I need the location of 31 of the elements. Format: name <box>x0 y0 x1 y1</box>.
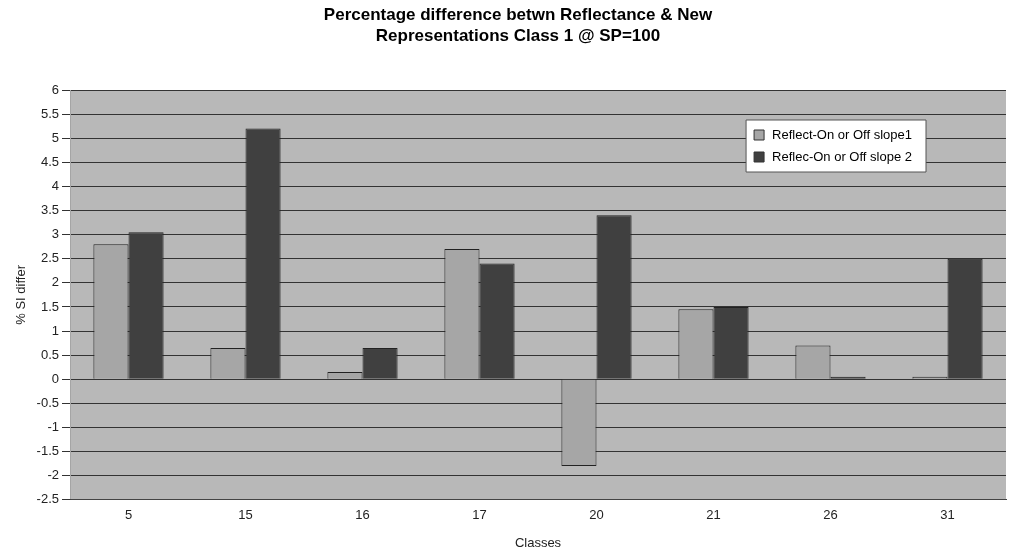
x-tick-label: 15 <box>238 507 253 523</box>
y-tick-label: -1 <box>47 419 59 435</box>
x-tick-label: 26 <box>823 507 838 523</box>
y-tick-label: 1.5 <box>40 298 59 314</box>
y-tick-label: 2 <box>51 274 59 290</box>
y-tick-label: 2.5 <box>40 250 59 266</box>
y-tick-label: 3.5 <box>40 202 59 218</box>
x-tick-label: 21 <box>706 507 721 523</box>
legend-label: Reflec-On or Off slope 2 <box>772 148 912 164</box>
x-tick-label: 31 <box>940 507 955 523</box>
y-tick-label: 5.5 <box>40 105 59 121</box>
x-tick-label: 5 <box>124 507 133 523</box>
chart-title: Percentage difference betwn Reflectance & New Representations Class 1 @ SP=100 <box>322 4 714 46</box>
y-axis-title: % SI differ <box>13 264 29 325</box>
y-tick-label: 5 <box>51 129 59 145</box>
y-tick-label: -0.5 <box>36 394 59 410</box>
y-tick-label: -1.5 <box>36 443 59 459</box>
y-tick-label: 0.5 <box>40 346 59 362</box>
y-tick-label: -2.5 <box>36 491 59 507</box>
y-tick-label: 4 <box>51 178 59 193</box>
y-tick-label: 0 <box>51 370 59 386</box>
x-axis-title: Classes <box>514 534 562 550</box>
y-tick-label: 4.5 <box>40 153 59 169</box>
y-tick-label: 1 <box>51 322 59 338</box>
legend-label: Reflect-On or Off slope1 <box>772 126 912 142</box>
y-tick-label: 6 <box>51 81 59 97</box>
y-tick-label: -2 <box>47 467 59 483</box>
x-tick-label: 17 <box>472 507 487 523</box>
y-tick-label: 3 <box>51 226 59 242</box>
x-tick-label: 16 <box>355 507 370 523</box>
x-tick-label: 20 <box>589 507 604 523</box>
